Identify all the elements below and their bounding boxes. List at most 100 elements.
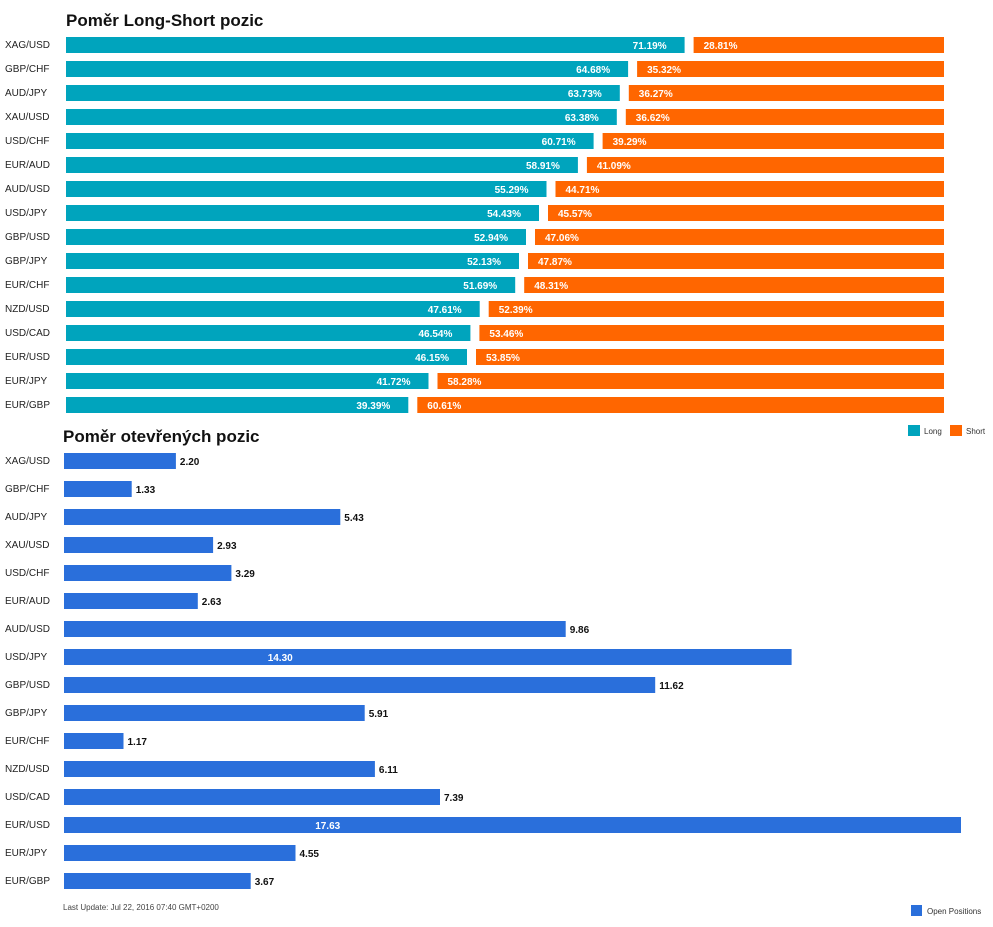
open-positions-value-label: 11.62 (659, 681, 684, 692)
long-value-label: 52.13% (467, 257, 501, 268)
long-short-category-label: USD/JPY (5, 208, 48, 219)
short-value-label: 45.57% (558, 209, 592, 220)
long-short-chart-title: Poměr Long-Short pozic (66, 11, 263, 30)
long-bar (66, 373, 429, 389)
last-update-footer: Last Update: Jul 22, 2016 07:40 GMT+0200 (63, 903, 219, 912)
long-short-category-label: EUR/GBP (5, 400, 50, 411)
long-bar (66, 37, 685, 53)
short-bar (602, 133, 944, 149)
open-positions-value-label: 7.39 (444, 793, 464, 804)
short-value-label: 48.31% (534, 281, 568, 292)
open-positions-category-label: USD/JPY (5, 652, 48, 663)
open-positions-category-label: EUR/JPY (5, 848, 48, 859)
open-positions-bar (64, 481, 132, 497)
open-positions-value-label: 3.67 (255, 877, 275, 888)
long-short-category-label: AUD/USD (5, 184, 50, 195)
long-value-label: 46.15% (415, 353, 449, 364)
open-positions-value-label: 5.43 (344, 513, 364, 524)
short-value-label: 58.28% (448, 377, 482, 388)
short-bar (625, 109, 944, 125)
long-bar (66, 61, 629, 77)
long-bar (66, 109, 617, 125)
long-value-label: 41.72% (377, 377, 411, 388)
short-bar (488, 301, 944, 317)
open-positions-bar (64, 789, 440, 805)
short-value-label: 53.46% (489, 329, 523, 340)
short-value-label: 60.61% (427, 401, 461, 412)
short-value-label: 44.71% (566, 185, 600, 196)
short-bar (479, 325, 944, 341)
open-positions-bar (64, 705, 365, 721)
long-short-category-label: EUR/JPY (5, 376, 48, 387)
long-short-category-label: GBP/CHF (5, 64, 49, 75)
open-positions-bar (64, 733, 124, 749)
open-positions-category-label: NZD/USD (5, 764, 49, 775)
long-bar (66, 325, 471, 341)
open-positions-value-label: 5.91 (369, 709, 389, 720)
short-bar (555, 181, 944, 197)
open-positions-value-label: 4.55 (300, 849, 320, 860)
long-bar (66, 397, 409, 413)
long-short-category-label: EUR/USD (5, 352, 50, 363)
long-short-category-label: AUD/JPY (5, 88, 48, 99)
open-positions-bar (64, 649, 792, 665)
open-positions-value-label: 3.29 (235, 569, 255, 580)
short-bar (637, 61, 944, 77)
open-positions-bar (64, 537, 214, 553)
short-value-label: 39.29% (613, 137, 647, 148)
long-bar (66, 85, 620, 101)
legend-short-label: Short (966, 427, 986, 436)
long-value-label: 47.61% (428, 305, 462, 316)
short-value-label: 35.32% (647, 65, 681, 76)
open-positions-value-label: 6.11 (379, 765, 398, 776)
open-positions-bar (64, 621, 566, 637)
long-short-category-label: XAG/USD (5, 40, 50, 51)
long-bar (66, 349, 467, 365)
short-bar (586, 157, 944, 173)
legend-short-swatch (950, 425, 962, 436)
long-short-category-label: EUR/AUD (5, 160, 50, 171)
open-positions-value-label: 17.63 (315, 821, 340, 832)
short-bar (417, 397, 944, 413)
short-bar (548, 205, 944, 221)
long-short-category-label: EUR/CHF (5, 280, 49, 291)
long-value-label: 58.91% (526, 161, 560, 172)
legend-open-positions-label: Open Positions (927, 907, 981, 916)
long-short-category-label: GBP/JPY (5, 256, 48, 267)
long-value-label: 52.94% (474, 233, 508, 244)
open-positions-category-label: AUD/USD (5, 624, 50, 635)
long-bar (66, 133, 594, 149)
long-value-label: 46.54% (418, 329, 452, 340)
long-value-label: 54.43% (487, 209, 521, 220)
open-positions-bar (64, 873, 251, 889)
long-value-label: 71.19% (633, 41, 667, 52)
open-positions-bar (64, 565, 232, 581)
legend-open-positions-swatch (911, 905, 922, 916)
open-positions-bar (64, 593, 198, 609)
long-bar (66, 301, 480, 317)
long-value-label: 63.73% (568, 89, 602, 100)
short-bar (437, 373, 944, 389)
open-positions-category-label: EUR/CHF (5, 736, 49, 747)
open-positions-category-label: GBP/JPY (5, 708, 48, 719)
long-short-category-label: USD/CHF (5, 136, 49, 147)
long-short-legend: Long Short (908, 425, 986, 436)
long-value-label: 51.69% (463, 281, 497, 292)
open-positions-legend: Open Positions (911, 905, 981, 916)
short-bar (528, 253, 944, 269)
short-value-label: 47.06% (545, 233, 579, 244)
open-positions-chart-title: Poměr otevřených pozic (63, 427, 260, 446)
short-bar (628, 85, 944, 101)
short-value-label: 36.62% (636, 113, 670, 124)
open-positions-category-label: EUR/USD (5, 820, 50, 831)
long-short-category-label: GBP/USD (5, 232, 50, 243)
legend-long-swatch (908, 425, 920, 436)
long-value-label: 39.39% (356, 401, 390, 412)
long-bar (66, 181, 547, 197)
open-positions-bar (64, 453, 176, 469)
open-positions-chart: XAG/USD 2.20 GBP/CHF 1.33 AUD/JPY 5.43 XAU/USD… (5, 453, 961, 889)
short-value-label: 36.27% (639, 89, 673, 100)
short-value-label: 41.09% (597, 161, 631, 172)
open-positions-value-label: 14.30 (268, 653, 293, 664)
